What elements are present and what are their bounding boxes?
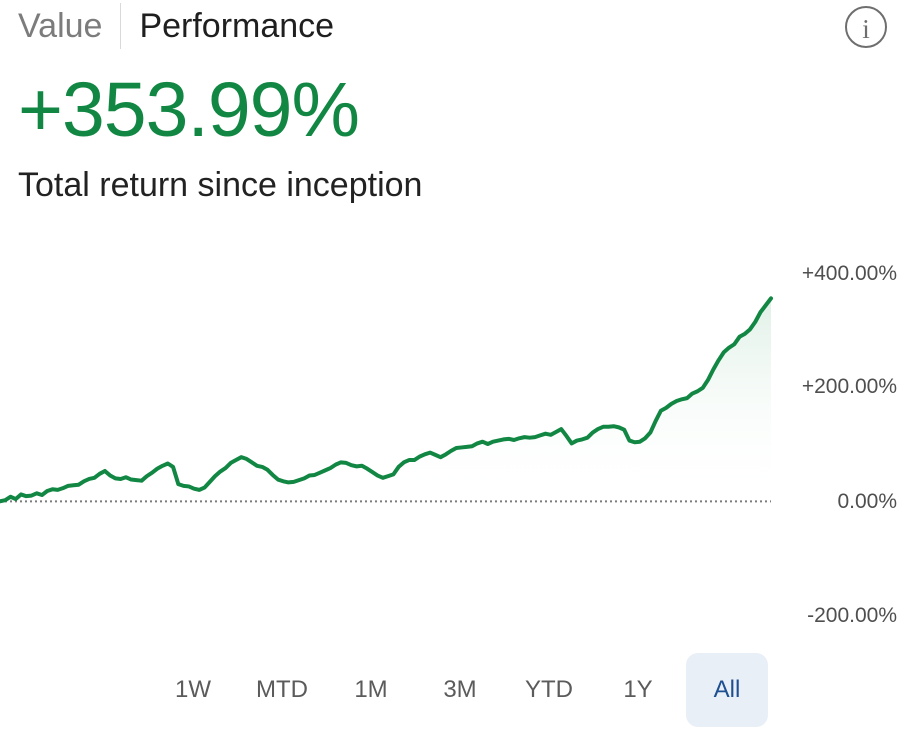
range-button-1m[interactable]: 1M (354, 676, 388, 703)
performance-chart: +400.00% +200.00% 0.00% -200.00% (0, 252, 921, 644)
y-axis-tick-label: +200.00% (801, 375, 897, 398)
y-axis-tick-label: -200.00% (807, 604, 897, 627)
time-range-selector: 1W MTD 1M 3M YTD 1Y All (152, 653, 772, 727)
performance-summary: +353.99% Total return since inception (18, 68, 422, 206)
range-button-1y[interactable]: 1Y (623, 676, 653, 703)
range-button-1w[interactable]: 1W (175, 676, 211, 703)
performance-area-fill (0, 298, 771, 502)
view-tabs: Value Performance (18, 3, 335, 49)
info-icon[interactable]: i (845, 6, 887, 48)
top-tab-bar: Value Performance i (0, 0, 921, 54)
tab-divider (120, 3, 122, 49)
range-button-3m[interactable]: 3M (443, 676, 477, 703)
total-return-label: Total return since inception (18, 166, 423, 204)
performance-line-chart (0, 296, 773, 504)
y-axis-tick-label: 0.00% (837, 490, 897, 513)
tab-performance[interactable]: Performance (139, 7, 335, 45)
performance-series-line (0, 296, 773, 504)
total-return-value: +353.99% (18, 67, 360, 153)
tab-value[interactable]: Value (18, 7, 103, 45)
range-button-ytd[interactable]: YTD (525, 676, 573, 703)
y-axis-tick-label: +400.00% (801, 262, 897, 285)
range-button-all[interactable]: All (686, 653, 768, 727)
range-button-mtd[interactable]: MTD (256, 676, 308, 703)
